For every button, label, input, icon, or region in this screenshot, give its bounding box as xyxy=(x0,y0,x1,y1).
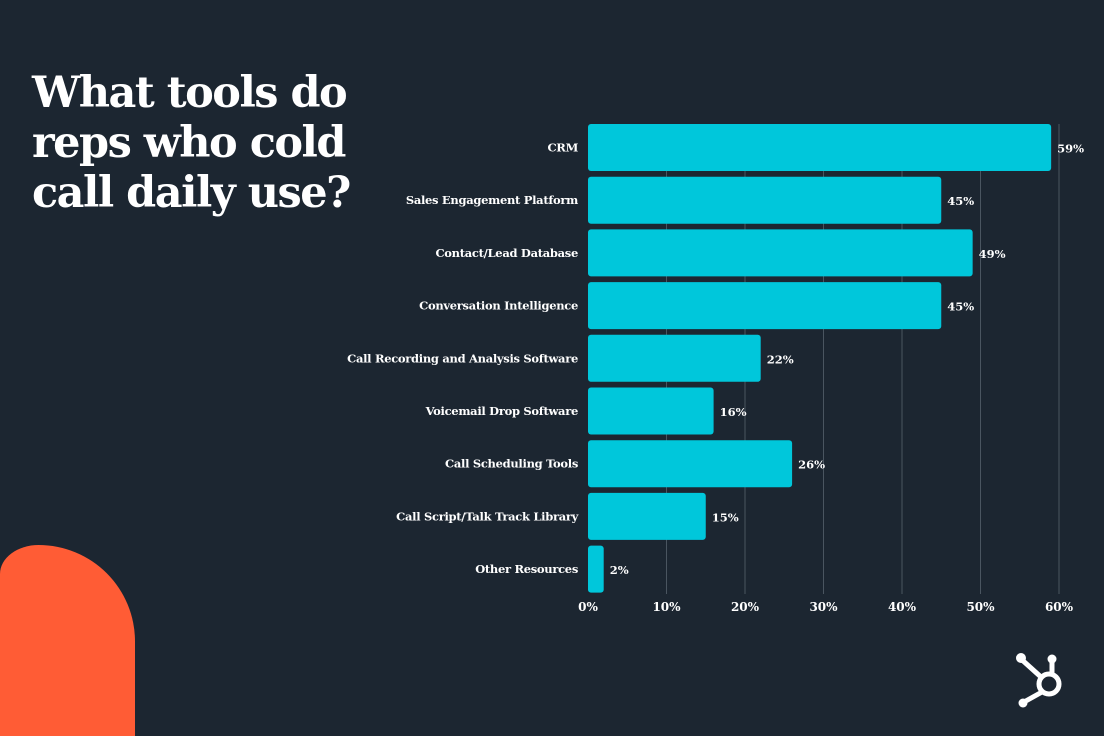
category-label: Call Scheduling Tools xyxy=(445,457,578,471)
bar xyxy=(588,492,706,540)
x-tick-label: 20% xyxy=(731,600,760,614)
data-label: 45% xyxy=(947,300,974,314)
category-label: Call Recording and Analysis Software xyxy=(347,351,578,365)
category-label: Other Resources xyxy=(475,562,578,576)
category-label: Voicemail Drop Software xyxy=(425,404,578,418)
bar xyxy=(588,387,714,435)
category-label: CRM xyxy=(547,141,578,155)
data-label: 26% xyxy=(798,458,825,472)
bar xyxy=(588,229,973,277)
data-label: 15% xyxy=(712,510,739,524)
data-label: 45% xyxy=(947,194,974,208)
x-tick-label: 0% xyxy=(578,600,598,614)
bar xyxy=(588,176,942,224)
category-label: Conversation Intelligence xyxy=(419,299,578,313)
category-label: Sales Engagement Platform xyxy=(406,193,578,207)
bar xyxy=(588,334,761,382)
category-label: Call Script/Talk Track Library xyxy=(396,509,578,523)
data-label: 49% xyxy=(979,247,1006,261)
bar xyxy=(588,124,1052,171)
bar xyxy=(588,282,942,330)
x-tick-label: 60% xyxy=(1045,600,1074,614)
bar xyxy=(588,545,604,593)
x-tick-label: 50% xyxy=(966,600,995,614)
hubspot-logo-icon xyxy=(1016,653,1062,708)
data-label: 16% xyxy=(720,405,747,419)
data-label: 2% xyxy=(610,563,629,577)
x-tick-label: 40% xyxy=(888,600,917,614)
bar xyxy=(588,440,793,488)
data-label: 59% xyxy=(1057,142,1084,156)
x-tick-label: 10% xyxy=(652,600,681,614)
chart-title: What tools do reps who cold call daily use… xyxy=(32,68,351,218)
data-label: 22% xyxy=(767,352,794,366)
category-label: Contact/Lead Database xyxy=(435,246,578,260)
x-tick-label: 30% xyxy=(809,600,838,614)
